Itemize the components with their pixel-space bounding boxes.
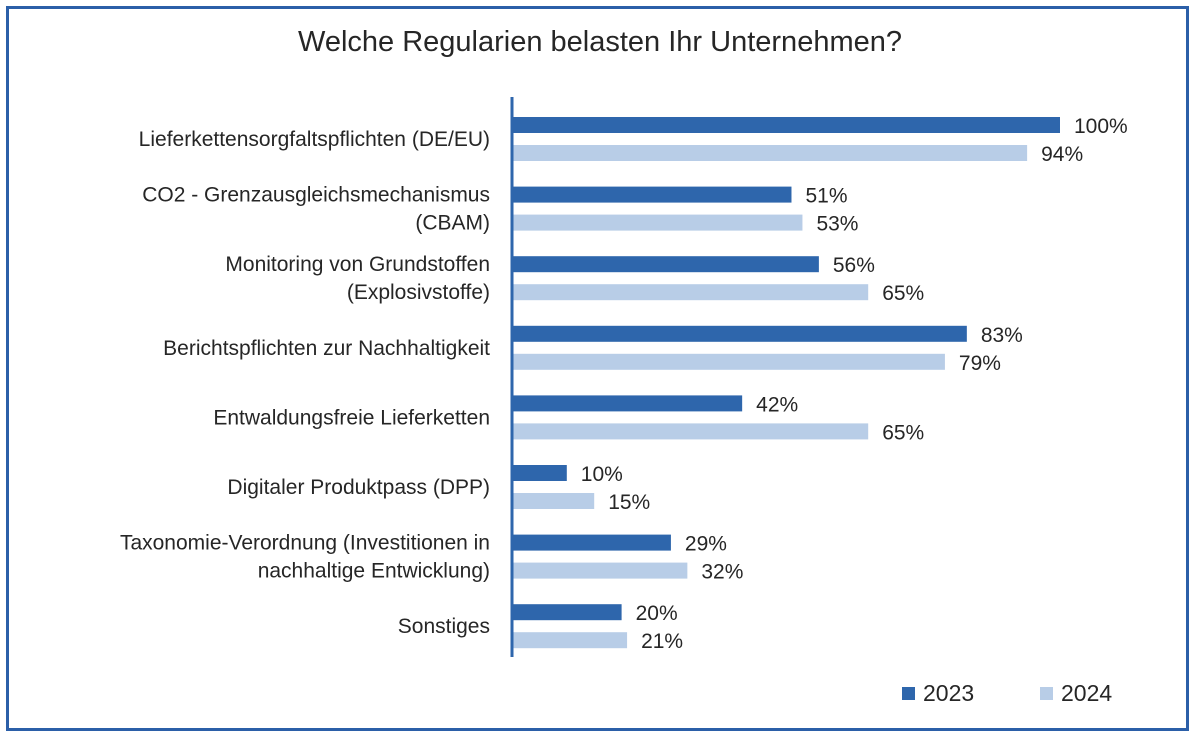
data-label-2023: 83% <box>981 324 1023 347</box>
bar-2023 <box>512 395 743 412</box>
legend-swatch-2023 <box>902 687 915 700</box>
bar-2024 <box>512 562 688 579</box>
legend-label-2023: 2023 <box>923 680 975 706</box>
category-label: Taxonomie-Verordnung (Investitionen in na… <box>120 532 490 583</box>
bar-2023 <box>512 325 967 342</box>
data-label-2024: 15% <box>608 491 650 514</box>
data-label-2024: 94% <box>1041 143 1083 166</box>
category-label: Monitoring von Grundstoffen (Explosivstof… <box>225 253 490 304</box>
bar-2024 <box>512 214 803 231</box>
data-label-2023: 51% <box>805 185 847 208</box>
legend-swatch-2024 <box>1040 687 1053 700</box>
data-label-2024: 79% <box>959 352 1001 375</box>
bar-2023 <box>512 465 567 481</box>
bar-2024 <box>512 493 595 509</box>
bar-2023 <box>512 604 622 621</box>
data-label-2024: 65% <box>882 282 924 305</box>
bar-2024 <box>512 423 869 440</box>
legend-item-2024: 2024 <box>1040 680 1112 707</box>
data-label-2024: 21% <box>641 630 683 653</box>
bar-2023 <box>512 256 819 273</box>
legend-item-2023: 2023 <box>902 680 974 707</box>
category-label: Berichtspflichten zur Nachhaltigkeit <box>163 337 490 360</box>
category-label: CO2 - Grenzausgleichsmechanismus (CBAM) <box>142 184 490 235</box>
chart-frame <box>6 6 1189 731</box>
data-label-2024: 53% <box>816 213 858 236</box>
data-label-2024: 32% <box>701 561 743 584</box>
data-label-2023: 29% <box>685 533 727 556</box>
category-label: Sonstiges <box>398 615 490 638</box>
legend-label-2024: 2024 <box>1061 680 1113 706</box>
data-label-2023: 42% <box>756 393 798 416</box>
category-label: Lieferkettensorgfaltspflichten (DE/EU) <box>139 128 490 151</box>
bar-2024 <box>512 353 945 370</box>
bar-2023 <box>512 186 792 203</box>
data-label-2023: 100% <box>1074 115 1128 138</box>
bar-2023 <box>512 117 1060 133</box>
bar-2024 <box>512 632 628 649</box>
data-label-2023: 20% <box>636 602 678 625</box>
data-label-2024: 65% <box>882 421 924 444</box>
bar-2024 <box>512 145 1028 161</box>
chart-title: Welche Regularien belasten Ihr Unternehm… <box>298 26 902 58</box>
data-label-2023: 56% <box>833 254 875 277</box>
category-label: Digitaler Produktpass (DPP) <box>227 476 490 499</box>
category-label: Entwaldungsfreie Lieferketten <box>213 406 490 429</box>
data-label-2023: 10% <box>581 463 623 486</box>
bar-2023 <box>512 534 671 551</box>
bar-2024 <box>512 284 869 301</box>
